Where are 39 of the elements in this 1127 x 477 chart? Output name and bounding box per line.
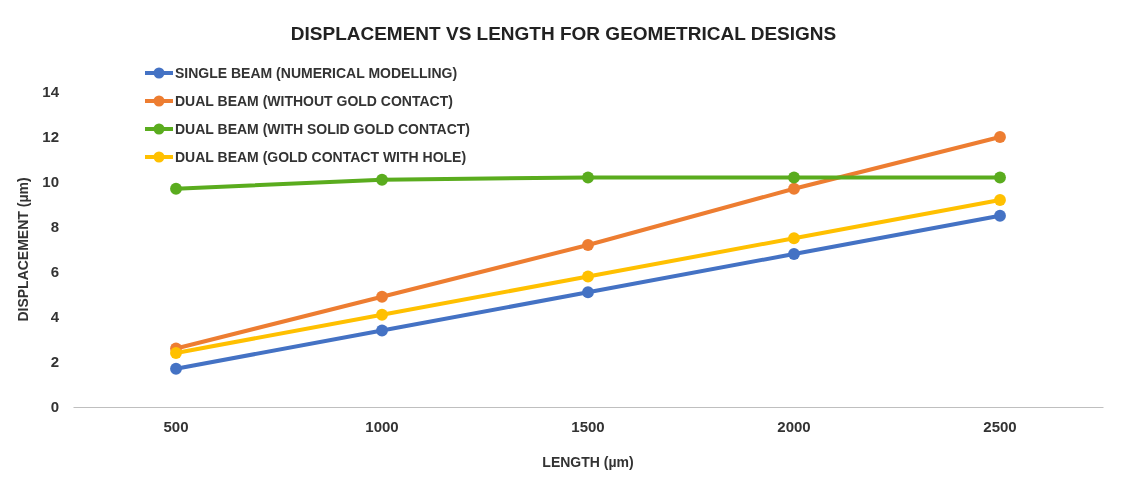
point xyxy=(788,171,800,184)
y-tick-label: 14 xyxy=(42,83,60,101)
point xyxy=(994,131,1006,143)
x-tick-label: 2000 xyxy=(777,417,811,435)
y-tick-label: 0 xyxy=(50,398,59,416)
point xyxy=(994,209,1006,222)
point xyxy=(376,308,388,321)
point xyxy=(376,290,388,303)
y-tick-label: 12 xyxy=(42,128,59,146)
point xyxy=(994,171,1006,184)
y-tick-label: 8 xyxy=(50,218,59,236)
legend-label: DUAL BEAM (WITHOUT GOLD CONTACT) xyxy=(175,93,453,109)
point xyxy=(582,286,594,299)
point xyxy=(582,239,594,251)
y-tick-label: 6 xyxy=(50,263,59,281)
point xyxy=(170,362,182,375)
point xyxy=(788,182,800,195)
y-tick-label: 2 xyxy=(50,353,59,371)
point xyxy=(376,173,388,186)
chart-title: DISPLACEMENT VS LENGTH FOR GEOMETRICAL DESIGNS xyxy=(290,23,837,44)
x-tick-label: 500 xyxy=(163,417,189,435)
y-tick-label: 10 xyxy=(42,173,59,191)
x-axis-title: LENGTH (µm) xyxy=(542,454,634,470)
point xyxy=(376,324,388,337)
x-tick-label: 2500 xyxy=(983,417,1017,435)
point xyxy=(170,347,182,359)
x-tick-label: 1500 xyxy=(571,417,605,435)
point xyxy=(170,182,182,195)
legend-label: DUAL BEAM (WITH SOLID GOLD CONTACT) xyxy=(175,121,471,137)
point xyxy=(582,270,594,283)
point xyxy=(788,248,800,260)
y-axis-title: DISPLACEMENT (µm) xyxy=(15,177,31,322)
legend-label: DUAL BEAM (GOLD CONTACT WITH HOLE) xyxy=(175,149,467,165)
legend-label: SINGLE BEAM (NUMERICAL MODELLING) xyxy=(175,65,458,81)
point xyxy=(582,171,594,184)
point xyxy=(994,194,1006,206)
x-tick-label: 1000 xyxy=(365,417,399,435)
point xyxy=(788,232,800,245)
y-tick-label: 4 xyxy=(50,308,60,326)
